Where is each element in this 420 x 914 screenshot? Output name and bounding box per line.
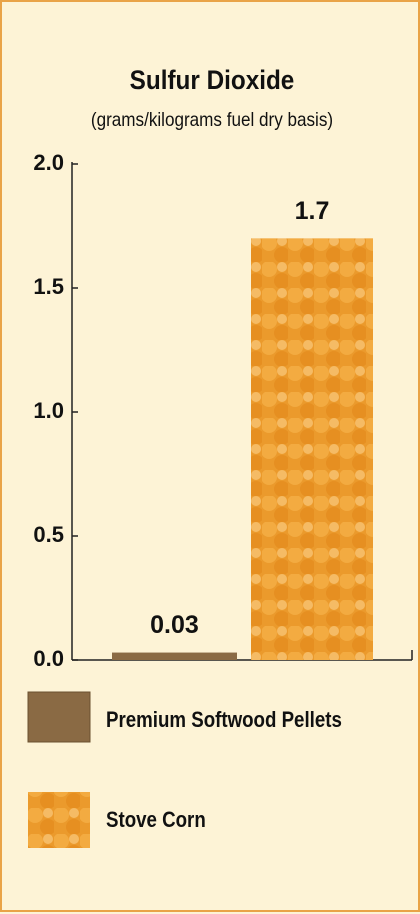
y-tick-label: 0.5 xyxy=(33,522,64,547)
bar xyxy=(112,652,237,660)
legend-label: Stove Corn xyxy=(106,807,206,832)
legend-swatch-texture xyxy=(28,792,90,848)
y-tick-label: 1.0 xyxy=(33,398,64,423)
y-tick-label: 2.0 xyxy=(33,150,64,175)
bar-texture xyxy=(251,238,373,660)
legend-label: Premium Softwood Pellets xyxy=(106,707,342,732)
value-label: 1.7 xyxy=(295,197,330,225)
chart-title: Sulfur Dioxide xyxy=(130,66,295,95)
value-label: 0.03 xyxy=(150,611,199,639)
legend-swatch xyxy=(27,691,91,743)
y-tick-label: 1.5 xyxy=(33,274,64,299)
chart-subtitle: (grams/kilograms fuel dry basis) xyxy=(91,109,333,130)
y-tick-label: 0.0 xyxy=(33,646,64,671)
